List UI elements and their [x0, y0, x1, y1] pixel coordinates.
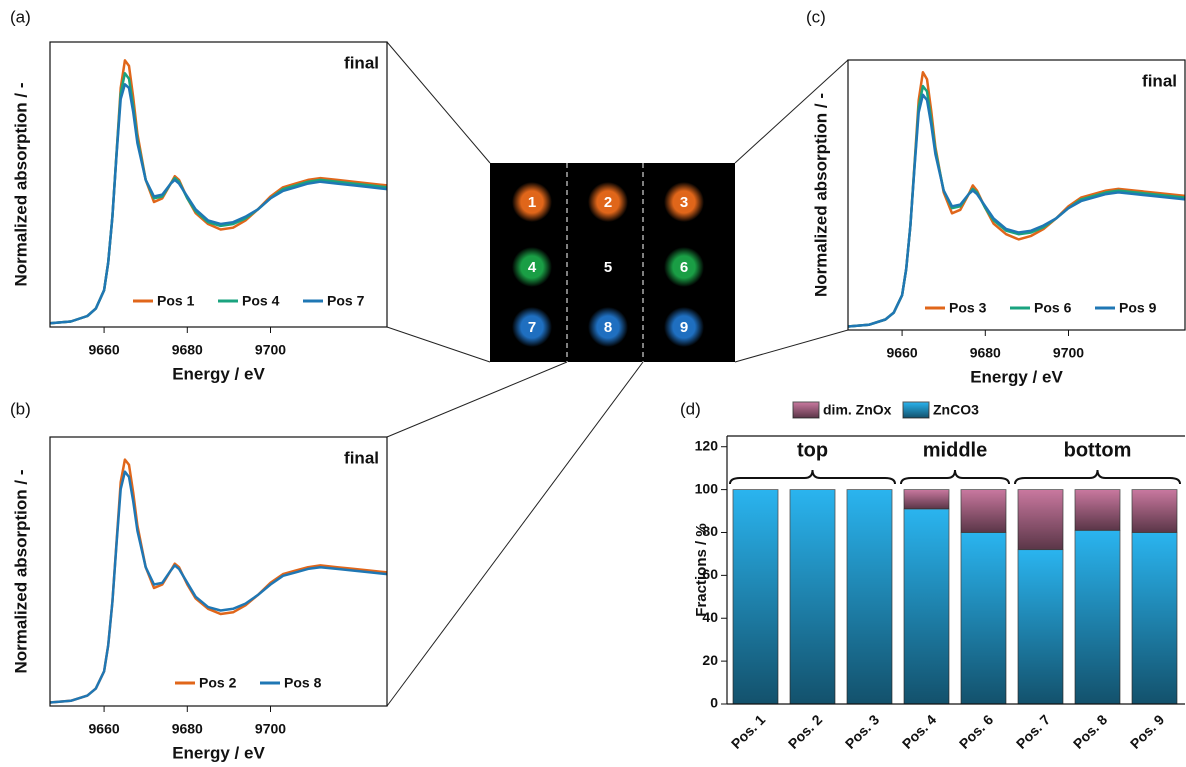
y-axis-label: Normalized absorption / -	[11, 469, 30, 673]
bar-shade	[1132, 532, 1177, 704]
x-tick-label: 9660	[89, 342, 120, 358]
position-label: 3	[680, 194, 688, 211]
annotation: final	[344, 448, 379, 467]
group-brace	[1015, 470, 1180, 484]
figure: 1 2 3 4 5 6 7 8 9 966096809700Pos 1Pos 4…	[0, 0, 1186, 767]
position-label: 8	[604, 319, 612, 336]
bar-shade	[790, 490, 835, 704]
sample-map: 1 2 3 4 5 6 7 8 9	[490, 163, 735, 362]
spectrum-line	[848, 86, 1185, 326]
y-axis-label: Normalized absorption / -	[811, 93, 830, 297]
y-tick-label: 0	[710, 695, 718, 711]
legend-label: Pos 7	[327, 293, 365, 309]
x-tick-label: Pos. 3	[842, 711, 883, 752]
group-brace	[730, 470, 895, 484]
group-label: bottom	[1064, 439, 1132, 461]
bar-shade	[961, 490, 1006, 533]
x-tick-label: 9700	[1053, 345, 1084, 361]
legend-label: Pos 4	[242, 293, 280, 309]
position-label: 7	[528, 319, 536, 336]
y-tick-label: 100	[695, 480, 719, 496]
spectrum-line	[848, 95, 1185, 327]
legend-shade	[903, 402, 929, 418]
x-axis-label: Energy / eV	[172, 743, 265, 762]
x-tick-label: Pos. 2	[785, 711, 826, 752]
legend-label: Pos 1	[157, 293, 195, 309]
bar-shade	[1132, 490, 1177, 533]
x-tick-label: 9700	[255, 721, 286, 737]
x-tick-label: 9700	[255, 342, 286, 358]
spectrum-line	[50, 472, 387, 703]
panel-label: (a)	[10, 7, 31, 26]
spectrum-line	[50, 460, 387, 703]
connectors	[387, 42, 848, 706]
spectrum-line	[848, 72, 1185, 326]
position-label: 5	[604, 259, 612, 276]
x-tick-label: 9660	[887, 345, 918, 361]
legend-shade	[793, 402, 819, 418]
legend-label: Pos 6	[1034, 300, 1072, 316]
legend-label: Pos 3	[949, 300, 987, 316]
y-axis-label: Fractions / %	[693, 523, 710, 616]
x-tick-label: Pos. 1	[728, 711, 769, 752]
x-tick-label: Pos. 8	[1070, 711, 1111, 752]
position-label: 6	[680, 259, 688, 276]
legend-label: Pos 8	[284, 675, 322, 691]
group-label: top	[797, 439, 828, 461]
x-tick-label: 9660	[89, 721, 120, 737]
group-label: middle	[923, 439, 987, 461]
position-label: 1	[528, 194, 536, 211]
annotation: final	[1142, 71, 1177, 90]
x-axis-label: Energy / eV	[970, 367, 1063, 386]
plot-frame	[50, 437, 387, 706]
panel-label: (b)	[10, 399, 31, 418]
bar-shade	[904, 490, 949, 509]
bar-shade	[1018, 550, 1063, 704]
x-tick-label: Pos. 7	[1013, 711, 1054, 752]
group-brace	[901, 470, 1009, 484]
x-tick-label: Pos. 6	[956, 711, 997, 752]
x-axis-label: Energy / eV	[172, 364, 265, 383]
y-tick-label: 20	[702, 652, 718, 668]
x-tick-label: 9680	[172, 342, 203, 358]
bar-shade	[1075, 490, 1120, 531]
position-label: 2	[604, 194, 612, 211]
spectrum-line	[50, 84, 387, 323]
x-tick-label: Pos. 9	[1127, 711, 1168, 752]
position-label: 9	[680, 319, 688, 336]
bar-shade	[1018, 490, 1063, 550]
panel-label: (d)	[680, 399, 701, 418]
x-tick-label: 9680	[970, 345, 1001, 361]
panel-label: (c)	[806, 7, 826, 26]
bar-shade	[961, 532, 1006, 704]
spectrum-line	[50, 60, 387, 323]
legend-label: Pos 9	[1119, 300, 1157, 316]
y-axis-label: Normalized absorption / -	[11, 82, 30, 286]
bar-shade	[847, 490, 892, 704]
bar-shade	[733, 490, 778, 704]
x-tick-label: 9680	[172, 721, 203, 737]
bar-shade	[1075, 530, 1120, 704]
annotation: final	[344, 53, 379, 72]
position-label: 4	[528, 259, 537, 276]
legend-label: dim. ZnOx	[823, 402, 892, 418]
legend-label: Pos 2	[199, 675, 237, 691]
bar-shade	[904, 509, 949, 704]
x-tick-label: Pos. 4	[899, 711, 940, 752]
y-tick-label: 120	[695, 437, 719, 453]
legend-label: ZnCO3	[933, 402, 979, 418]
spectrum-line	[50, 73, 387, 323]
